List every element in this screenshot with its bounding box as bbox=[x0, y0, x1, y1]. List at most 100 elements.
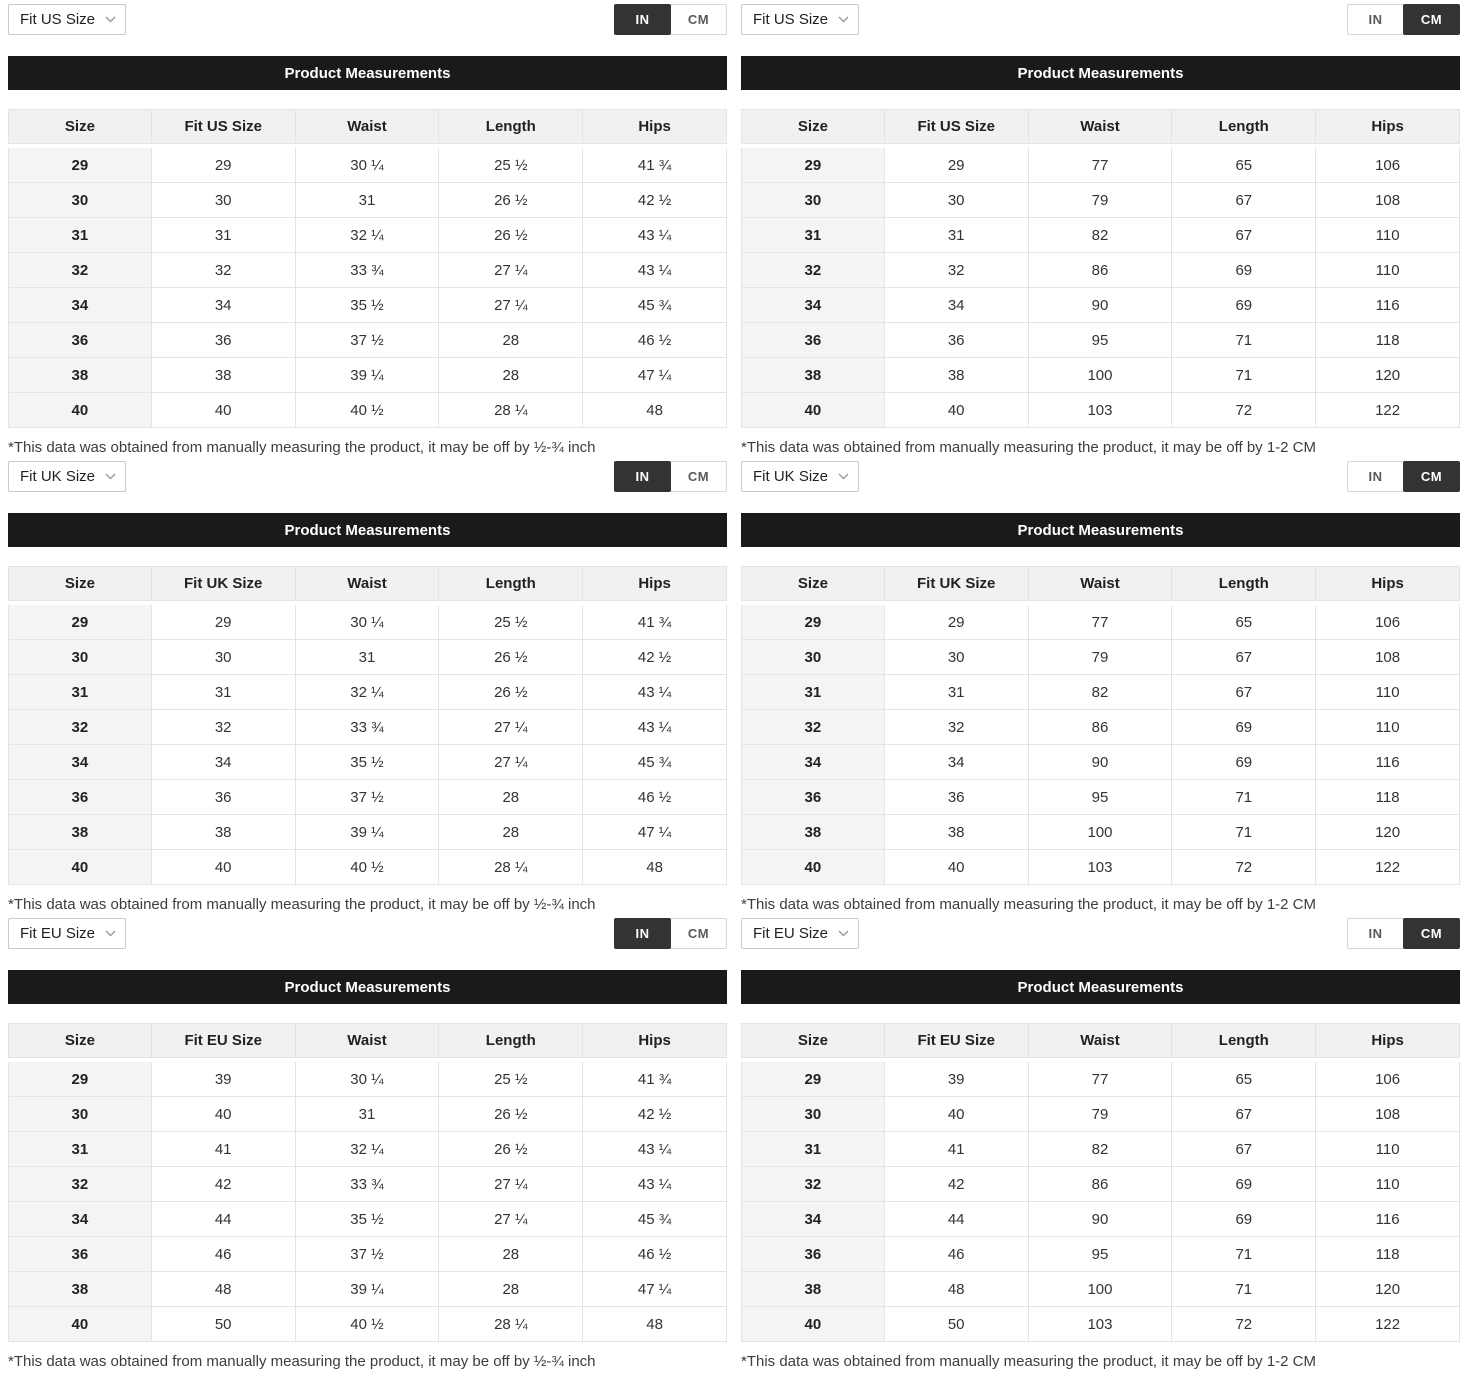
value-cell: 46 ½ bbox=[583, 323, 727, 358]
unit-cm-button[interactable]: CM bbox=[1403, 918, 1460, 949]
column-header: Length bbox=[1172, 566, 1317, 601]
table-row: 40 50 103 72 122 bbox=[741, 1307, 1460, 1342]
value-cell: 41 ¾ bbox=[583, 1062, 727, 1097]
value-cell: 26 ½ bbox=[439, 640, 584, 675]
value-cell: 46 ½ bbox=[583, 780, 727, 815]
value-cell: 37 ½ bbox=[295, 1237, 440, 1272]
value-cell: 32 ¼ bbox=[295, 1132, 440, 1167]
table-title: Product Measurements bbox=[1017, 521, 1184, 539]
unit-cm-button[interactable]: CM bbox=[1403, 4, 1460, 35]
value-cell: 29 bbox=[884, 605, 1029, 640]
table-title: Product Measurements bbox=[284, 521, 451, 539]
fit-size-dropdown[interactable]: Fit EU Size bbox=[741, 918, 859, 949]
size-cell: 34 bbox=[741, 288, 885, 323]
measurement-panel: Fit US Size IN CM Product Measurements S… bbox=[741, 4, 1460, 461]
value-cell: 116 bbox=[1316, 1202, 1460, 1237]
measurements-table: Size Fit EU Size Waist Length Hips 29 39 77 65 1… bbox=[741, 1023, 1460, 1342]
table-row: 38 38 100 71 120 bbox=[741, 358, 1460, 393]
value-cell: 43 ¼ bbox=[583, 1132, 727, 1167]
value-cell: 47 ¼ bbox=[583, 358, 727, 393]
table-row: 31 31 32 ¼ 26 ½ 43 ¼ bbox=[8, 218, 727, 253]
size-cell: 38 bbox=[741, 1272, 885, 1307]
value-cell: 30 bbox=[151, 183, 296, 218]
column-header: Fit US Size bbox=[151, 109, 296, 144]
column-header: Size bbox=[8, 566, 152, 601]
value-cell: 39 bbox=[884, 1062, 1029, 1097]
table-row: 36 36 37 ½ 28 46 ½ bbox=[8, 323, 727, 358]
value-cell: 28 ¼ bbox=[439, 850, 584, 885]
table-title: Product Measurements bbox=[284, 64, 451, 82]
fit-size-dropdown[interactable]: Fit UK Size bbox=[8, 461, 126, 492]
value-cell: 67 bbox=[1172, 675, 1317, 710]
unit-cm-button[interactable]: CM bbox=[670, 4, 727, 35]
column-header: Waist bbox=[295, 566, 440, 601]
unit-in-button[interactable]: IN bbox=[614, 461, 671, 492]
footnote: *This data was obtained from manually me… bbox=[8, 1353, 596, 1370]
column-header: Fit EU Size bbox=[884, 1023, 1029, 1058]
value-cell: 110 bbox=[1316, 710, 1460, 745]
fit-size-dropdown[interactable]: Fit US Size bbox=[8, 4, 126, 35]
value-cell: 122 bbox=[1316, 1307, 1460, 1342]
value-cell: 67 bbox=[1172, 1097, 1317, 1132]
value-cell: 28 ¼ bbox=[439, 1307, 584, 1342]
value-cell: 67 bbox=[1172, 218, 1317, 253]
value-cell: 82 bbox=[1028, 675, 1173, 710]
value-cell: 100 bbox=[1028, 815, 1173, 850]
value-cell: 95 bbox=[1028, 323, 1173, 358]
value-cell: 120 bbox=[1316, 1272, 1460, 1307]
table-row: 32 32 86 69 110 bbox=[741, 253, 1460, 288]
fit-size-dropdown-label: Fit UK Size bbox=[753, 468, 829, 485]
chevron-down-icon bbox=[838, 473, 849, 480]
value-cell: 43 ¼ bbox=[583, 1167, 727, 1202]
fit-size-dropdown[interactable]: Fit EU Size bbox=[8, 918, 126, 949]
size-cell: 32 bbox=[741, 1167, 885, 1202]
value-cell: 86 bbox=[1028, 710, 1173, 745]
chevron-down-icon bbox=[838, 16, 849, 23]
table-row: 38 38 39 ¼ 28 47 ¼ bbox=[8, 815, 727, 850]
unit-toggle: IN CM bbox=[614, 461, 727, 492]
value-cell: 116 bbox=[1316, 745, 1460, 780]
value-cell: 30 bbox=[151, 640, 296, 675]
fit-size-dropdown[interactable]: Fit US Size bbox=[741, 4, 859, 35]
unit-in-button[interactable]: IN bbox=[614, 4, 671, 35]
table-row: 36 46 95 71 118 bbox=[741, 1237, 1460, 1272]
unit-in-button[interactable]: IN bbox=[1347, 461, 1404, 492]
value-cell: 31 bbox=[884, 218, 1029, 253]
value-cell: 32 bbox=[151, 710, 296, 745]
table-title-bar: Product Measurements bbox=[741, 56, 1460, 90]
value-cell: 40 ½ bbox=[295, 850, 440, 885]
panel-controls: Fit EU Size IN CM bbox=[8, 918, 727, 949]
unit-cm-button[interactable]: CM bbox=[670, 918, 727, 949]
unit-in-button[interactable]: IN bbox=[614, 918, 671, 949]
fit-size-dropdown[interactable]: Fit UK Size bbox=[741, 461, 859, 492]
table-row: 34 34 90 69 116 bbox=[741, 288, 1460, 323]
value-cell: 31 bbox=[295, 183, 440, 218]
unit-cm-button[interactable]: CM bbox=[670, 461, 727, 492]
size-cell: 31 bbox=[741, 1132, 885, 1167]
unit-in-button[interactable]: IN bbox=[1347, 4, 1404, 35]
value-cell: 28 bbox=[439, 323, 584, 358]
value-cell: 50 bbox=[151, 1307, 296, 1342]
unit-toggle: IN CM bbox=[1347, 918, 1460, 949]
table-row: 30 30 79 67 108 bbox=[741, 183, 1460, 218]
table-title-bar: Product Measurements bbox=[741, 513, 1460, 547]
table-row: 40 40 40 ½ 28 ¼ 48 bbox=[8, 850, 727, 885]
value-cell: 120 bbox=[1316, 815, 1460, 850]
size-cell: 31 bbox=[8, 675, 152, 710]
unit-cm-button[interactable]: CM bbox=[1403, 461, 1460, 492]
value-cell: 27 ¼ bbox=[439, 288, 584, 323]
value-cell: 32 bbox=[884, 710, 1029, 745]
panel-controls: Fit EU Size IN CM bbox=[741, 918, 1460, 949]
unit-in-button[interactable]: IN bbox=[1347, 918, 1404, 949]
value-cell: 28 ¼ bbox=[439, 393, 584, 428]
table-row: 29 29 77 65 106 bbox=[741, 148, 1460, 183]
value-cell: 27 ¼ bbox=[439, 1202, 584, 1237]
value-cell: 82 bbox=[1028, 218, 1173, 253]
size-cell: 30 bbox=[741, 640, 885, 675]
value-cell: 71 bbox=[1172, 1272, 1317, 1307]
value-cell: 35 ½ bbox=[295, 1202, 440, 1237]
table-row: 40 40 103 72 122 bbox=[741, 850, 1460, 885]
table-row: 40 40 40 ½ 28 ¼ 48 bbox=[8, 393, 727, 428]
